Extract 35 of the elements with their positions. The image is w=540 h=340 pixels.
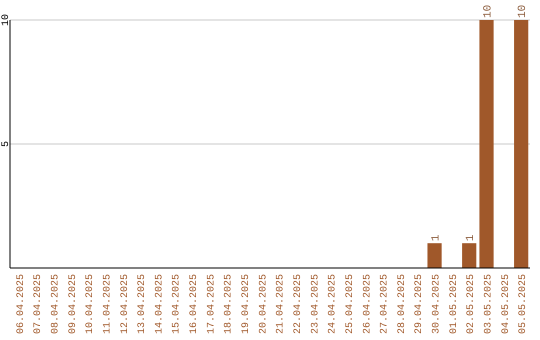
x-tick-label: 23.04.2025 [310, 274, 322, 334]
x-tick-label: 28.04.2025 [396, 274, 408, 334]
x-tick-label: 25.04.2025 [344, 274, 356, 334]
x-tick-label: 20.04.2025 [258, 274, 270, 334]
x-tick-label: 29.04.2025 [414, 274, 426, 334]
x-tick-label: 04.05.2025 [500, 274, 512, 334]
x-tick-label: 12.04.2025 [120, 274, 131, 334]
y-tick-label: 5 [1, 140, 12, 148]
x-tick-label: 26.04.2025 [362, 274, 374, 334]
x-tick-label: 06.04.2025 [16, 274, 27, 334]
x-tick-label: 17.04.2025 [206, 274, 218, 334]
x-tick-label: 13.04.2025 [137, 274, 148, 334]
x-tick-label: 27.04.2025 [380, 274, 391, 334]
data-label: 10 [517, 4, 530, 18]
x-tick-label: 09.04.2025 [68, 274, 79, 334]
data-label: 1 [430, 234, 443, 242]
x-tick-label: 18.04.2025 [224, 274, 235, 334]
x-tick-label: 22.04.2025 [292, 274, 304, 334]
x-tick-label: 01.05.2025 [448, 274, 460, 334]
x-tick-label: 10.04.2025 [85, 274, 96, 334]
x-tick-label: 30.04.2025 [432, 274, 443, 334]
x-tick-label: 07.04.2025 [33, 274, 44, 334]
x-tick-label: 11.04.2025 [102, 274, 114, 334]
x-tick-label: 15.04.2025 [172, 274, 183, 334]
x-tick-label: 24.04.2025 [328, 274, 339, 334]
x-tick-label: 14.04.2025 [154, 274, 166, 334]
x-tick-label: 21.04.2025 [276, 274, 287, 334]
x-tick-label: 19.04.2025 [241, 274, 252, 334]
x-tick-label: 16.04.2025 [189, 274, 200, 334]
data-label: 1 [465, 234, 478, 242]
data-label: 10 [482, 4, 495, 18]
x-tick-label: 03.05.2025 [484, 274, 495, 334]
x-tick-label: 08.04.2025 [50, 274, 62, 334]
x-tick-label: 05.05.2025 [518, 274, 530, 334]
x-tick-label: 02.05.2025 [466, 274, 478, 334]
